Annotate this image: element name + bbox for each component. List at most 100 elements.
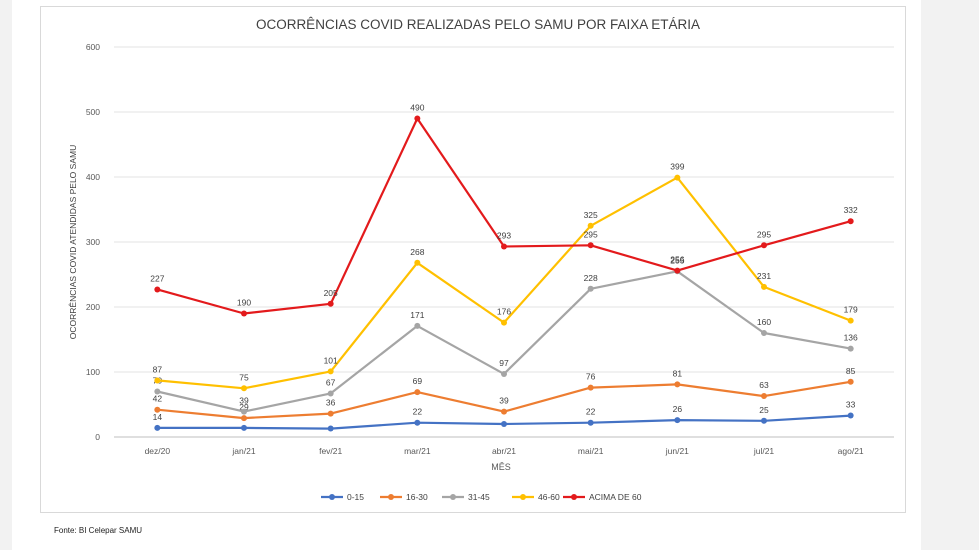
data-point	[761, 242, 767, 249]
y-tick-label: 100	[86, 367, 100, 377]
legend-marker	[571, 494, 577, 500]
data-label: 25	[759, 405, 769, 415]
x-tick-label: jul/21	[753, 446, 775, 456]
data-label: 29	[239, 402, 249, 412]
data-point	[501, 243, 507, 250]
data-label: 36	[326, 398, 336, 408]
data-label: 75	[239, 372, 249, 382]
data-label: 332	[844, 205, 858, 215]
data-point	[414, 322, 421, 329]
x-axis-title: MÊS	[491, 462, 511, 472]
data-label: 268	[410, 247, 424, 257]
data-point	[241, 408, 247, 415]
data-point	[501, 421, 507, 427]
data-point	[674, 267, 681, 274]
data-point	[847, 412, 854, 419]
data-point	[327, 390, 334, 397]
legend-marker	[388, 494, 394, 500]
data-point	[761, 417, 767, 424]
data-label: 42	[153, 394, 163, 404]
data-point	[674, 381, 681, 388]
data-point	[154, 424, 161, 431]
data-label: 179	[844, 305, 858, 315]
data-point	[327, 368, 334, 375]
data-point	[241, 415, 247, 422]
data-label: 33	[846, 400, 856, 410]
data-point	[414, 419, 421, 426]
data-point	[847, 378, 854, 385]
data-label: 26	[673, 404, 683, 414]
data-point	[587, 222, 594, 229]
data-point	[847, 218, 854, 225]
data-label: 325	[584, 210, 598, 220]
legend-item: 46-60	[538, 492, 560, 502]
legend-item: ACIMA DE 60	[589, 492, 642, 502]
y-tick-label: 0	[95, 432, 100, 442]
data-label: 295	[584, 229, 598, 239]
x-tick-label: dez/20	[145, 446, 171, 456]
data-label: 101	[324, 355, 338, 365]
data-point	[154, 377, 161, 384]
data-point	[414, 115, 421, 122]
data-point	[501, 370, 507, 377]
data-label: 14	[153, 412, 163, 422]
data-label: 22	[413, 407, 423, 417]
data-label: 176	[497, 307, 511, 317]
x-tick-label: ago/21	[838, 446, 864, 456]
data-point	[674, 417, 681, 424]
data-point	[674, 174, 681, 181]
data-label: 190	[237, 298, 251, 308]
data-point	[241, 310, 247, 317]
data-label: 87	[153, 364, 163, 374]
y-axis-title: OCORRÊNCIAS COVID ATENDIDAS PELO SAMU	[68, 145, 78, 339]
chart-title: OCORRÊNCIAS COVID REALIZADAS PELO SAMU P…	[256, 17, 700, 32]
data-label: 228	[584, 273, 598, 283]
data-point	[587, 384, 594, 391]
series-line-31-45	[157, 270, 851, 413]
data-point	[414, 259, 421, 266]
data-label: 39	[239, 396, 249, 406]
y-tick-label: 600	[86, 42, 100, 52]
data-point	[847, 345, 854, 352]
data-label: 85	[846, 366, 856, 376]
data-point	[761, 283, 767, 290]
data-point	[327, 425, 334, 432]
data-label: 39	[499, 396, 509, 406]
data-label: 160	[757, 317, 771, 327]
data-point	[587, 285, 594, 292]
source-note: Fonte: BI Celepar SAMU	[54, 526, 143, 535]
page-margin-right	[921, 0, 979, 550]
data-point	[761, 330, 767, 336]
x-tick-label: jan/21	[231, 446, 255, 456]
legend-marker	[329, 494, 335, 500]
legend-item: 16-30	[406, 492, 428, 502]
legend-item: 31-45	[468, 492, 490, 502]
data-point	[154, 286, 161, 293]
data-point	[327, 300, 334, 307]
data-label: 293	[497, 231, 511, 241]
data-label: 205	[324, 288, 338, 298]
data-label: 255	[670, 255, 684, 265]
legend-marker	[520, 494, 526, 500]
data-label: 171	[410, 310, 424, 320]
data-label: 231	[757, 271, 771, 281]
data-label: 97	[499, 358, 509, 368]
data-label: 76	[586, 372, 596, 382]
x-tick-label: mar/21	[404, 446, 431, 456]
y-tick-label: 300	[86, 237, 100, 247]
data-label: 136	[844, 333, 858, 343]
data-point	[154, 406, 161, 413]
data-point	[847, 317, 854, 324]
x-tick-label: mai/21	[578, 446, 604, 456]
data-point	[414, 389, 421, 396]
data-label: 81	[673, 368, 683, 378]
page-margin-left	[0, 0, 12, 550]
data-point	[587, 419, 594, 426]
data-label: 256	[670, 255, 684, 265]
data-point	[587, 242, 594, 249]
data-label: 227	[150, 273, 164, 283]
legend-item: 0-15	[347, 492, 364, 502]
y-tick-label: 200	[86, 302, 100, 312]
data-point	[154, 388, 161, 395]
